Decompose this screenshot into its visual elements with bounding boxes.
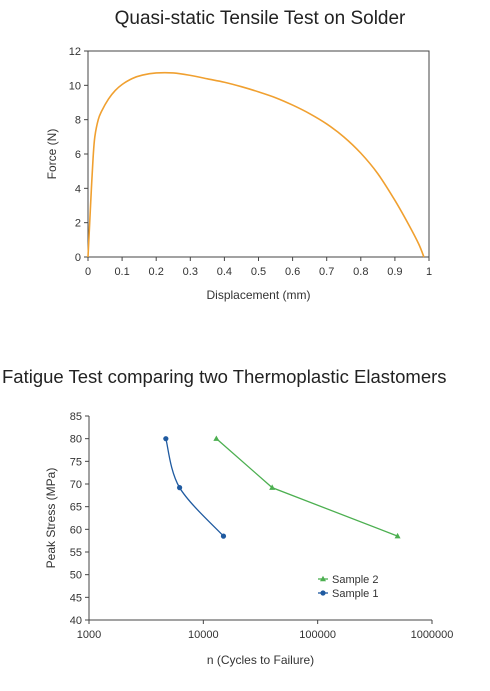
chart-2-y-tick-label: 70 <box>70 479 82 491</box>
chart-2-sample-1-point <box>176 485 183 491</box>
chart-1-y-axis-label: Force (N) <box>45 129 59 180</box>
chart-2-title: Fatigue Test comparing two Thermoplastic… <box>2 366 447 387</box>
chart-2-y-tick-label: 60 <box>70 524 82 536</box>
chart-2-sample-2-point <box>394 532 401 539</box>
chart-1-y-tick-label: 10 <box>69 80 81 92</box>
chart-2-x-tick-label: 100000 <box>299 629 336 641</box>
chart-2-y-axis-label: Peak Stress (MPa) <box>44 468 58 569</box>
chart-2-y-tick-label: 45 <box>70 592 82 604</box>
chart-1-x-tick-label: 0.9 <box>387 266 402 278</box>
chart-2-y-tick-label: 40 <box>70 615 82 627</box>
chart-2-sample-1-line <box>165 438 224 537</box>
chart-1-x-axis-label: Displacement (mm) <box>206 288 310 302</box>
chart-1-x-tick-label: 0.5 <box>251 266 266 278</box>
chart-1-x-tick-label: 0.7 <box>319 266 334 278</box>
chart-1-force-curve <box>87 71 425 258</box>
chart-2-legend-sample-1-marker <box>320 590 326 596</box>
chart-1-x-tick-label: 0 <box>85 266 91 278</box>
chart-2-y-tick-label: 65 <box>70 502 82 514</box>
chart-2-y-tick-label: 80 <box>70 434 82 446</box>
chart-2-x-tick-label: 1000 <box>77 629 101 641</box>
chart-1-plot-frame <box>87 50 430 258</box>
chart-1-x-tick-label: 0.8 <box>353 266 368 278</box>
chart-2-x-tick-label: 1000000 <box>411 629 454 641</box>
chart-2-y-tick-label: 50 <box>70 570 82 582</box>
chart-2-sample-1-point <box>163 436 169 442</box>
chart-2-sample-2-line <box>215 438 398 537</box>
chart-2-legend-sample-1-label: Sample 1 <box>332 588 378 600</box>
chart-2-legend-sample-2-label: Sample 2 <box>332 574 378 586</box>
chart-2-legend-sample-2-marker <box>320 575 326 582</box>
chart-1-y-tick-label: 6 <box>75 149 81 161</box>
chart-1-y-tick-label: 12 <box>69 46 81 58</box>
chart-1-x-tick-label: 0.3 <box>183 266 198 278</box>
chart-2-y-tick-label: 55 <box>70 547 82 559</box>
chart-1-x-tick-label: 1 <box>426 266 432 278</box>
chart-1-y-tick-label: 4 <box>75 183 81 195</box>
chart-1-x-tick-label: 0.1 <box>114 266 129 278</box>
chart-1-title: Quasi-static Tensile Test on Solder <box>114 8 406 29</box>
chart-2-sample-1-point <box>220 533 227 539</box>
chart-2-x-tick-label: 10000 <box>188 629 219 641</box>
chart-1-y-tick-label: 2 <box>75 218 81 230</box>
chart-2-y-tick-label: 75 <box>70 456 82 468</box>
chart-1-x-tick-label: 0.6 <box>285 266 300 278</box>
chart-2-y-tick-label: 85 <box>70 411 82 423</box>
chart-2-sample-2-point <box>213 435 220 441</box>
chart-2-sample-2-point <box>269 484 276 490</box>
chart-1-y-tick-label: 8 <box>75 115 81 127</box>
chart-2-x-axis-label: n (Cycles to Failure) <box>207 653 314 667</box>
chart-1-y-tick-label: 0 <box>75 252 81 264</box>
chart-1-x-tick-label: 0.4 <box>217 266 232 278</box>
chart-1-x-tick-label: 0.2 <box>149 266 164 278</box>
